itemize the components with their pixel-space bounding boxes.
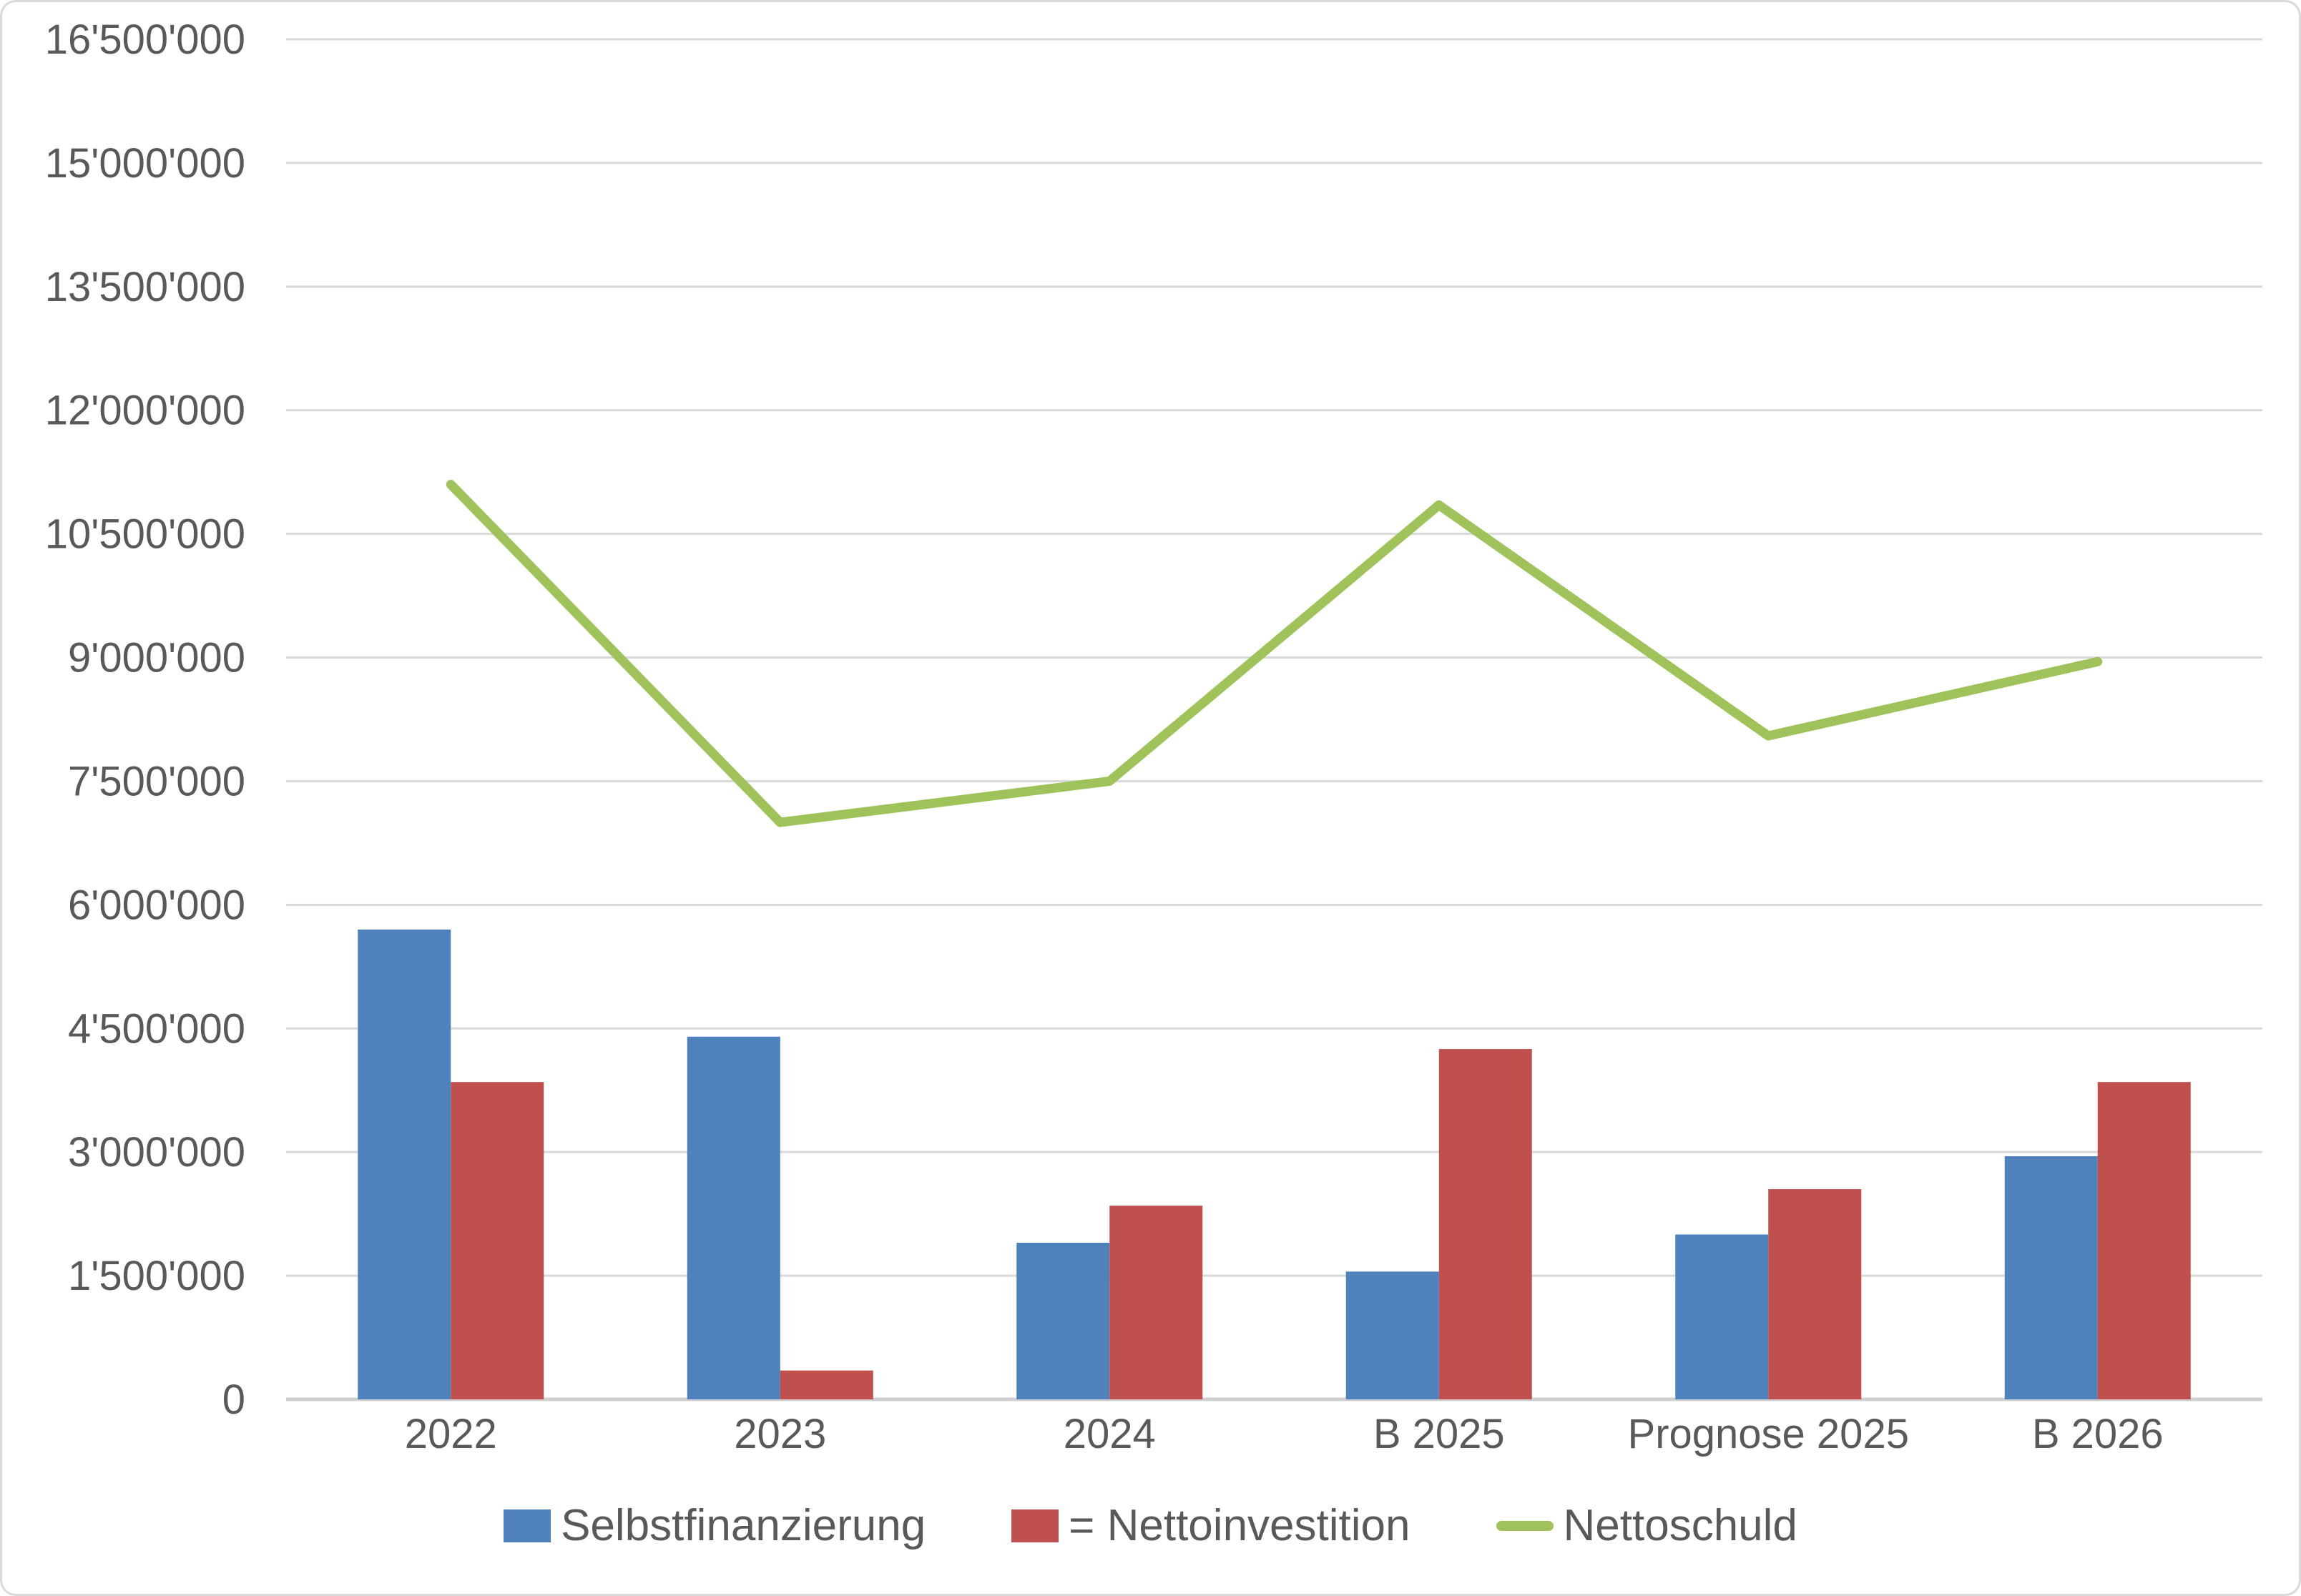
legend-swatch-blue-icon (504, 1509, 551, 1542)
bar-nettoinvestition-prognose-2025 (1768, 1189, 1862, 1399)
y-axis-tick-label: 3'000'000 (68, 1129, 245, 1176)
bar-selbstfinanzierung-2023 (687, 1036, 780, 1399)
legend-item-nettoinvestition: = Nettoinvestition (1011, 1500, 1410, 1551)
x-axis-label: 2022 (405, 1411, 497, 1457)
bar-selbstfinanzierung-prognose-2025 (1675, 1234, 1769, 1399)
legend-label: Nettoschuld (1563, 1501, 1797, 1550)
legend-label: Selbstfinanzierung (561, 1501, 926, 1550)
y-axis-tick-label: 12'000'000 (45, 388, 245, 434)
y-axis-tick-label: 0 (222, 1376, 245, 1423)
bar-selbstfinanzierung-2024 (1016, 1242, 1110, 1399)
y-axis-tick-label: 1'500'000 (68, 1253, 245, 1299)
y-axis-tick-label: 13'500'000 (45, 264, 245, 310)
y-axis-tick-label: 6'000'000 (68, 882, 245, 928)
legend-label: = Nettoinvestition (1069, 1501, 1410, 1550)
x-axis-label: Prognose 2025 (1628, 1411, 1909, 1457)
bar-nettoinvestition-2024 (1109, 1206, 1203, 1399)
y-axis-tick-label: 7'500'000 (68, 758, 245, 804)
y-axis-tick-label: 9'000'000 (68, 635, 245, 681)
bar-selbstfinanzierung-2022 (358, 929, 451, 1399)
legend-item-nettoschuld: Nettoschuld (1496, 1500, 1797, 1551)
x-axis-label: 2024 (1064, 1411, 1156, 1457)
y-axis-tick-label: 16'500'000 (45, 16, 245, 63)
x-axis-label: B 2026 (2032, 1411, 2164, 1457)
bar-nettoinvestition-2022 (451, 1082, 544, 1399)
bar-nettoinvestition-2023 (780, 1370, 873, 1399)
x-axis-label: 2023 (734, 1411, 826, 1457)
legend-swatch-red-icon (1011, 1509, 1059, 1542)
y-axis-tick-label: 10'500'000 (45, 511, 245, 558)
y-axis-tick-label: 15'000'000 (45, 140, 245, 187)
x-axis-label: B 2025 (1373, 1411, 1505, 1457)
y-axis-tick-label: 4'500'000 (68, 1005, 245, 1052)
legend: Selbstfinanzierung = Nettoinvestition Ne… (2, 1500, 2299, 1551)
bar-nettoinvestition-b-2025 (1438, 1049, 1532, 1399)
bar-nettoinvestition-b-2026 (2097, 1082, 2191, 1399)
bar-selbstfinanzierung-b-2026 (2004, 1156, 2098, 1399)
bar-selbstfinanzierung-b-2025 (1345, 1271, 1439, 1399)
legend-swatch-line-icon (1496, 1520, 1554, 1531)
line-nettoschuld (446, 479, 2103, 827)
legend-item-selbstfinanzierung: Selbstfinanzierung (504, 1500, 926, 1551)
